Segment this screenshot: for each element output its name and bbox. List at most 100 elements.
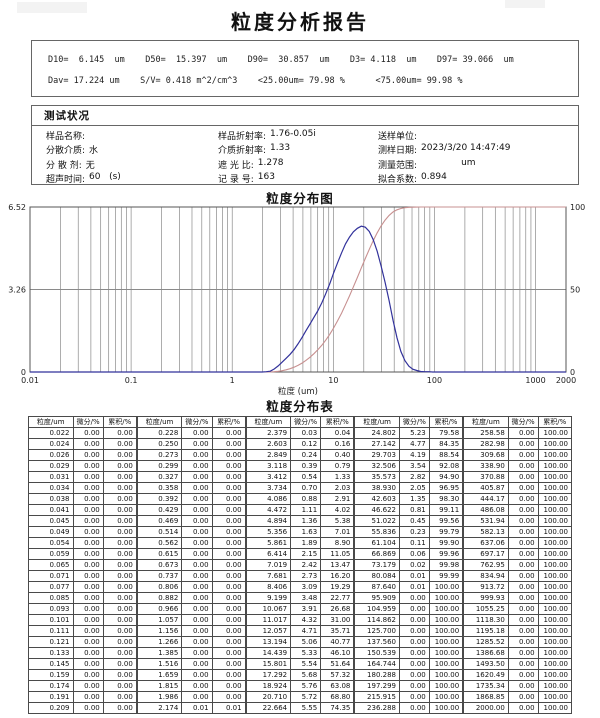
table-row: 0.469 0.00 0.00 xyxy=(136,515,246,527)
size-cell: 0.392 xyxy=(136,493,183,505)
cum-cell: 94.90 xyxy=(428,471,464,483)
diff-cell: 0.45 xyxy=(398,515,430,527)
size-cell: 15.801 xyxy=(245,658,292,670)
table-row: 32.506 3.54 92.08 xyxy=(354,460,464,472)
cum-cell: 98.30 xyxy=(428,493,464,505)
table-row: 137.560 0.00 100.00 xyxy=(354,636,464,648)
diff-cell: 0.00 xyxy=(507,504,539,516)
size-cell: 0.966 xyxy=(136,603,183,615)
diff-cell: 0.00 xyxy=(507,658,539,670)
cum-cell: 26.68 xyxy=(320,603,355,615)
diff-cell: 0.00 xyxy=(181,449,213,461)
status-row: 分 散 剂: 无 遮 光 比: 1.278 测量范围: um xyxy=(46,157,578,172)
table-row: 5.356 1.63 7.01 xyxy=(245,526,355,538)
status-row: 超声时间: 60 (s) 记 录 号: 163 拟合系数: 0.894 xyxy=(46,172,578,187)
table-row: 0.022 0.00 0.00 xyxy=(28,427,137,439)
cum-cell: 0.00 xyxy=(102,702,137,714)
cum-cell: 0.00 xyxy=(211,559,246,571)
size-cell: 104.959 xyxy=(354,603,400,615)
size-cell: 42.603 xyxy=(354,493,400,505)
diff-cell: 0.00 xyxy=(181,669,213,681)
table-row: 0.299 0.00 0.00 xyxy=(136,460,246,472)
x-axis-tick-label: 0.1 xyxy=(125,376,138,385)
diff-cell: 0.00 xyxy=(507,647,539,659)
diff-cell: 0.00 xyxy=(72,438,104,450)
cum-cell: 100.00 xyxy=(537,647,572,659)
table-row: 0.562 0.00 0.00 xyxy=(136,537,246,549)
table-row: 0.111 0.00 0.00 xyxy=(28,625,137,637)
field-label: 超声时间: xyxy=(46,175,86,186)
diff-cell: 0.12 xyxy=(290,438,322,450)
diff-cell: 1.36 xyxy=(290,515,322,527)
table-row: 38.930 2.05 96.95 xyxy=(354,482,464,494)
cum-cell: 0.00 xyxy=(102,603,137,615)
diff-cell: 0.00 xyxy=(507,548,539,560)
size-cell: 1055.25 xyxy=(463,603,509,615)
size-cell: 1735.34 xyxy=(463,680,509,692)
x-axis-tick-label: 1000 xyxy=(525,376,545,385)
field-measure-range: 测量范围: um xyxy=(378,158,578,171)
table-row: 0.882 0.00 0.00 xyxy=(136,592,246,604)
size-cell: 0.250 xyxy=(136,438,183,450)
size-cell: 1285.52 xyxy=(463,636,509,648)
cum-cell: 0.00 xyxy=(102,471,137,483)
table-row: 0.054 0.00 0.00 xyxy=(28,537,137,549)
table-row: 1.659 0.00 0.00 xyxy=(136,669,246,681)
size-cell: 0.045 xyxy=(28,515,74,527)
cum-cell: 13.47 xyxy=(320,559,355,571)
size-cell: 27.142 xyxy=(354,438,400,450)
field-label: 样品折射率: xyxy=(218,131,267,142)
table-row: 0.209 0.00 0.00 xyxy=(28,702,137,714)
table-row: 197.299 0.00 100.00 xyxy=(354,680,464,692)
size-cell: 3.734 xyxy=(245,482,292,494)
field-value: 0.894 xyxy=(421,172,447,183)
size-cell: 0.191 xyxy=(28,691,74,703)
diff-cell: 0.00 xyxy=(507,515,539,527)
status-row: 分散介质: 水 介质折射率: 1.33 测样日期: 2023/3/20 14:4… xyxy=(46,143,578,158)
column-header: 粒度/um xyxy=(245,416,292,428)
table-row: 1285.52 0.00 100.00 xyxy=(463,636,572,648)
cum-cell: 100.00 xyxy=(537,570,572,582)
size-cell: 582.13 xyxy=(463,526,509,538)
table-row: 999.93 0.00 100.00 xyxy=(463,592,572,604)
cum-cell: 4.02 xyxy=(320,504,355,516)
cum-cell: 11.05 xyxy=(320,548,355,560)
diff-cell: 0.24 xyxy=(290,449,322,461)
table-row: 0.358 0.00 0.00 xyxy=(136,482,246,494)
size-cell: 1620.49 xyxy=(463,669,509,681)
cum-cell: 100.00 xyxy=(537,427,572,439)
cum-cell: 0.00 xyxy=(102,647,137,659)
table-row: 8.406 3.09 19.29 xyxy=(245,581,355,593)
diff-cell: 1.35 xyxy=(398,493,430,505)
table-row: 0.034 0.00 0.00 xyxy=(28,482,137,494)
cum-cell: 2.03 xyxy=(320,482,355,494)
table-row: 0.026 0.00 0.00 xyxy=(28,449,137,461)
diff-cell: 0.00 xyxy=(507,669,539,681)
size-cell: 6.414 xyxy=(245,548,292,560)
cum-cell: 100.00 xyxy=(537,515,572,527)
size-cell: 834.94 xyxy=(463,570,509,582)
table-row: 0.191 0.00 0.00 xyxy=(28,691,137,703)
size-cell: 0.065 xyxy=(28,559,74,571)
table-row: 0.024 0.00 0.00 xyxy=(28,438,137,450)
field-value: 无 xyxy=(85,160,95,171)
cum-cell: 100.00 xyxy=(428,603,464,615)
size-cell: 1.659 xyxy=(136,669,183,681)
cum-cell: 5.38 xyxy=(320,515,355,527)
table-row: 0.174 0.00 0.00 xyxy=(28,680,137,692)
cum-cell: 8.90 xyxy=(320,537,355,549)
diff-cell: 0.00 xyxy=(72,559,104,571)
table-row: 61.104 0.11 99.90 xyxy=(354,537,464,549)
size-cell: 0.174 xyxy=(28,680,74,692)
diff-cell: 0.00 xyxy=(181,537,213,549)
diff-cell: 0.02 xyxy=(398,559,430,571)
size-cell: 1.266 xyxy=(136,636,183,648)
diff-cell: 5.33 xyxy=(290,647,322,659)
size-cell: 0.806 xyxy=(136,581,183,593)
diff-cell: 0.00 xyxy=(72,691,104,703)
table-row: 24.802 5.23 79.58 xyxy=(354,427,464,439)
field-medium-refractive-index: 介质折射率: 1.33 xyxy=(218,143,378,156)
diff-cell: 0.00 xyxy=(181,614,213,626)
status-row: 样品名称: 样品折射率: 1.76-0.05i 送样单位: xyxy=(46,128,578,143)
